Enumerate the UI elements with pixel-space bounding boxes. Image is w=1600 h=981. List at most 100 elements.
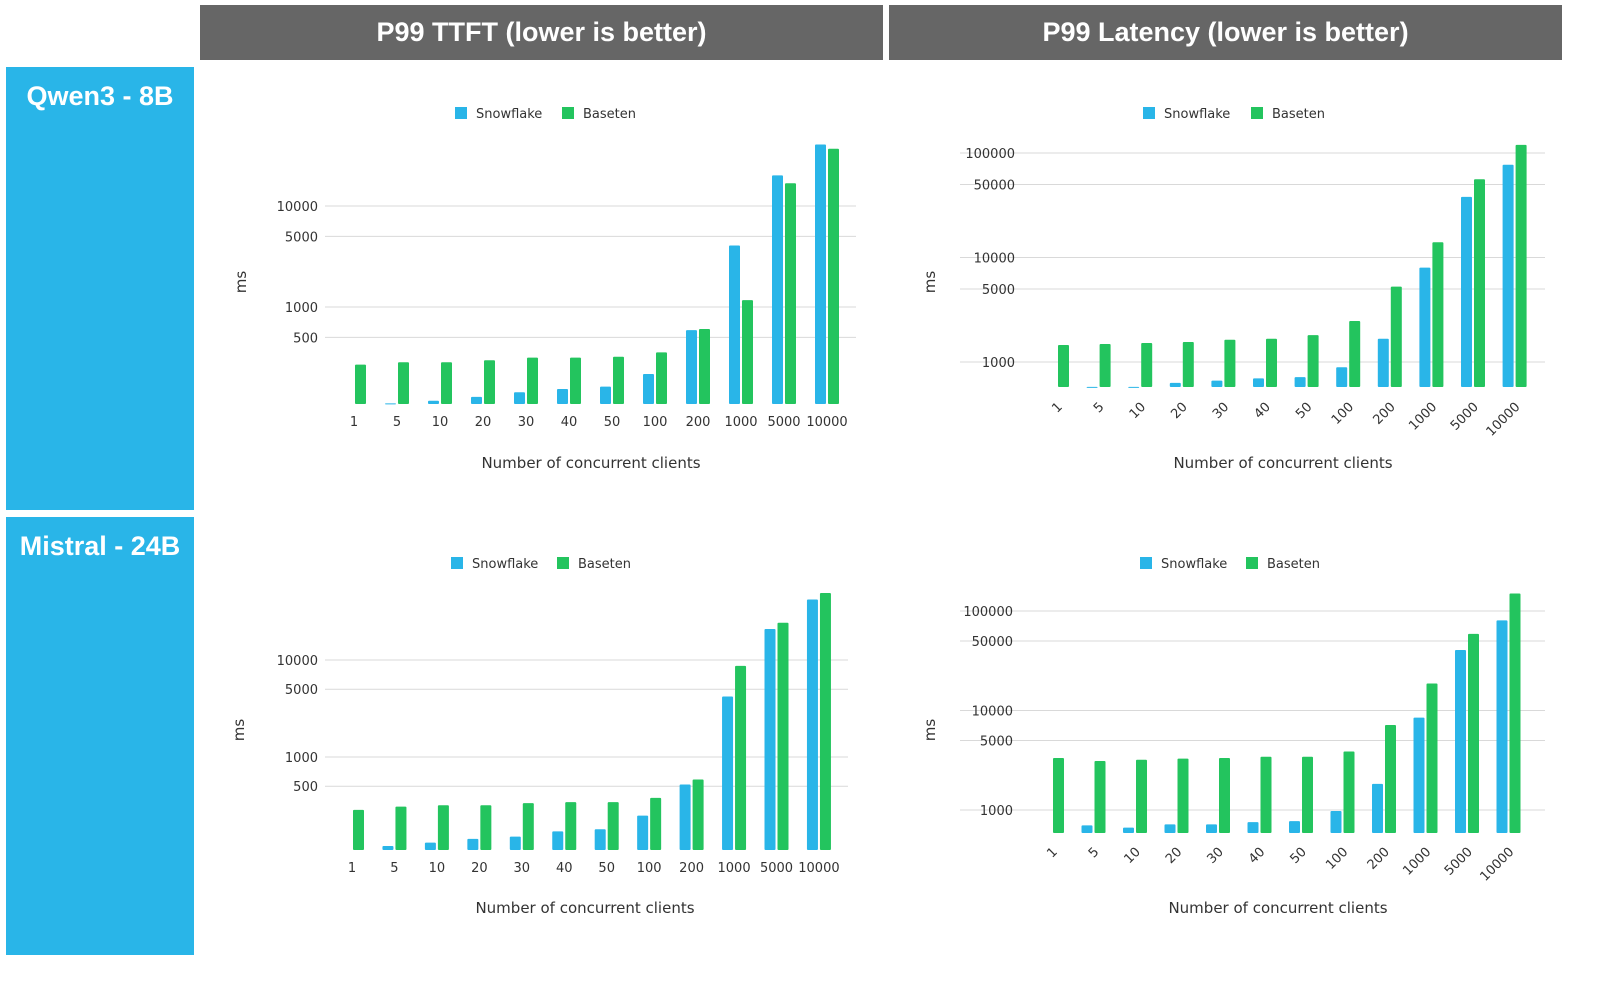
legend-swatch-snowflake [451, 557, 463, 569]
bar-baseten [1260, 756, 1272, 833]
bar-snowflake [1419, 267, 1431, 387]
bar-snowflake [1461, 196, 1472, 387]
bar-baseten [1219, 758, 1230, 833]
bar-snowflake [428, 400, 439, 404]
bar-baseten [1515, 144, 1527, 387]
x-tick-label: 1000 [1406, 400, 1440, 434]
bar-snowflake [1253, 378, 1264, 387]
bar-snowflake [1289, 821, 1300, 833]
x-tick-label: 100 [637, 861, 662, 876]
bar-baseten [1053, 758, 1064, 833]
bar-baseten [1094, 760, 1106, 833]
x-tick-label: 10000 [1477, 845, 1517, 885]
bar-baseten [828, 148, 839, 404]
y-tick-label: 500 [293, 780, 318, 795]
bar-baseten [480, 805, 492, 850]
legend-swatch-snowflake [1140, 557, 1152, 569]
x-tick-label: 10 [432, 415, 449, 430]
bar-baseten [484, 360, 495, 404]
y-tick-label: 1000 [285, 301, 318, 316]
bar-baseten [1058, 344, 1069, 387]
bar-baseten [437, 805, 449, 850]
x-tick-label: 10000 [1484, 400, 1524, 440]
bar-snowflake [1377, 338, 1389, 387]
bar-snowflake [1247, 822, 1259, 833]
legend-label-baseten: Baseten [578, 557, 631, 572]
bar-baseten [522, 803, 534, 850]
bar-snowflake [1086, 386, 1098, 388]
x-tick-label: 20 [1168, 400, 1190, 422]
x-tick-label: 40 [561, 415, 578, 430]
bar-baseten [1177, 758, 1189, 833]
x-tick-label: 200 [686, 415, 711, 430]
x-tick-label: 1 [348, 861, 356, 876]
bar-baseten [527, 357, 538, 404]
bar-snowflake [1123, 827, 1134, 833]
legend-swatch-baseten [1246, 557, 1258, 569]
bar-baseten [735, 665, 747, 850]
x-tick-label: 5000 [760, 861, 793, 876]
bar-baseten [1349, 321, 1361, 387]
y-tick-label: 10000 [277, 654, 318, 669]
bar-snowflake [600, 386, 611, 404]
x-tick-label: 1000 [724, 415, 757, 430]
bar-snowflake [1128, 386, 1140, 388]
bar-baseten [355, 364, 366, 404]
y-tick-label: 1000 [980, 804, 1013, 819]
bar-baseten [607, 802, 619, 850]
x-tick-label: 20 [475, 415, 492, 430]
bar-baseten [565, 802, 577, 850]
bar-snowflake [772, 175, 783, 404]
bar-snowflake [557, 389, 568, 404]
bar-snowflake [594, 829, 606, 850]
x-tick-label: 40 [1252, 400, 1274, 422]
x-tick-label: 100 [643, 415, 668, 430]
legend-swatch-baseten [562, 107, 574, 119]
bar-baseten [1343, 751, 1355, 833]
x-tick-label: 5 [390, 861, 398, 876]
x-tick-label: 1 [350, 415, 358, 430]
bar-baseten [785, 183, 796, 404]
bar-baseten [777, 622, 789, 850]
bar-snowflake [1169, 382, 1181, 387]
y-tick-label: 10000 [277, 200, 318, 215]
bar-baseten [1182, 342, 1194, 387]
x-tick-label: 30 [1210, 400, 1232, 422]
bar-snowflake [1496, 620, 1508, 833]
bar-snowflake [643, 374, 654, 404]
bar-baseten [1509, 593, 1521, 833]
bar-snowflake [424, 842, 436, 850]
x-tick-label: 5 [393, 415, 401, 430]
bar-baseten [1474, 179, 1485, 387]
bar-snowflake [686, 330, 697, 404]
x-tick-label: 100 [1329, 400, 1357, 428]
column-header-latency: P99 Latency (lower is better) [889, 5, 1562, 60]
bar-snowflake [1164, 824, 1176, 833]
legend-label-snowflake: Snowflake [1161, 557, 1227, 572]
chart-2: 10000 5000 1000 500 1 5 10 20 30 40 50 100 200 1000 50… [230, 557, 848, 917]
bar-snowflake [1206, 824, 1217, 833]
y-tick-label: 5000 [982, 283, 1015, 298]
y-tick-label: 1000 [285, 751, 318, 766]
bar-baseten [1141, 342, 1153, 387]
y-tick-label: 5000 [980, 734, 1013, 749]
x-tick-label: 1000 [1400, 845, 1434, 879]
x-tick-label: 10 [429, 861, 446, 876]
x-tick-label: 40 [556, 861, 573, 876]
bar-snowflake [815, 144, 826, 404]
x-tick-label: 50 [1293, 400, 1315, 422]
bar-baseten [398, 362, 409, 404]
bar-snowflake [471, 396, 482, 404]
row-label-mistral: Mistral - 24B [6, 517, 194, 955]
legend-swatch-baseten [557, 557, 569, 569]
bar-snowflake [467, 838, 479, 850]
x-tick-label: 50 [1288, 845, 1310, 867]
x-tick-label: 5000 [1448, 400, 1482, 434]
legend-label-baseten: Baseten [1267, 557, 1320, 572]
x-tick-label: 1 [1049, 400, 1065, 416]
bar-baseten [1426, 683, 1438, 833]
bar-baseten [1468, 633, 1479, 833]
x-tick-label: 200 [1370, 400, 1398, 428]
